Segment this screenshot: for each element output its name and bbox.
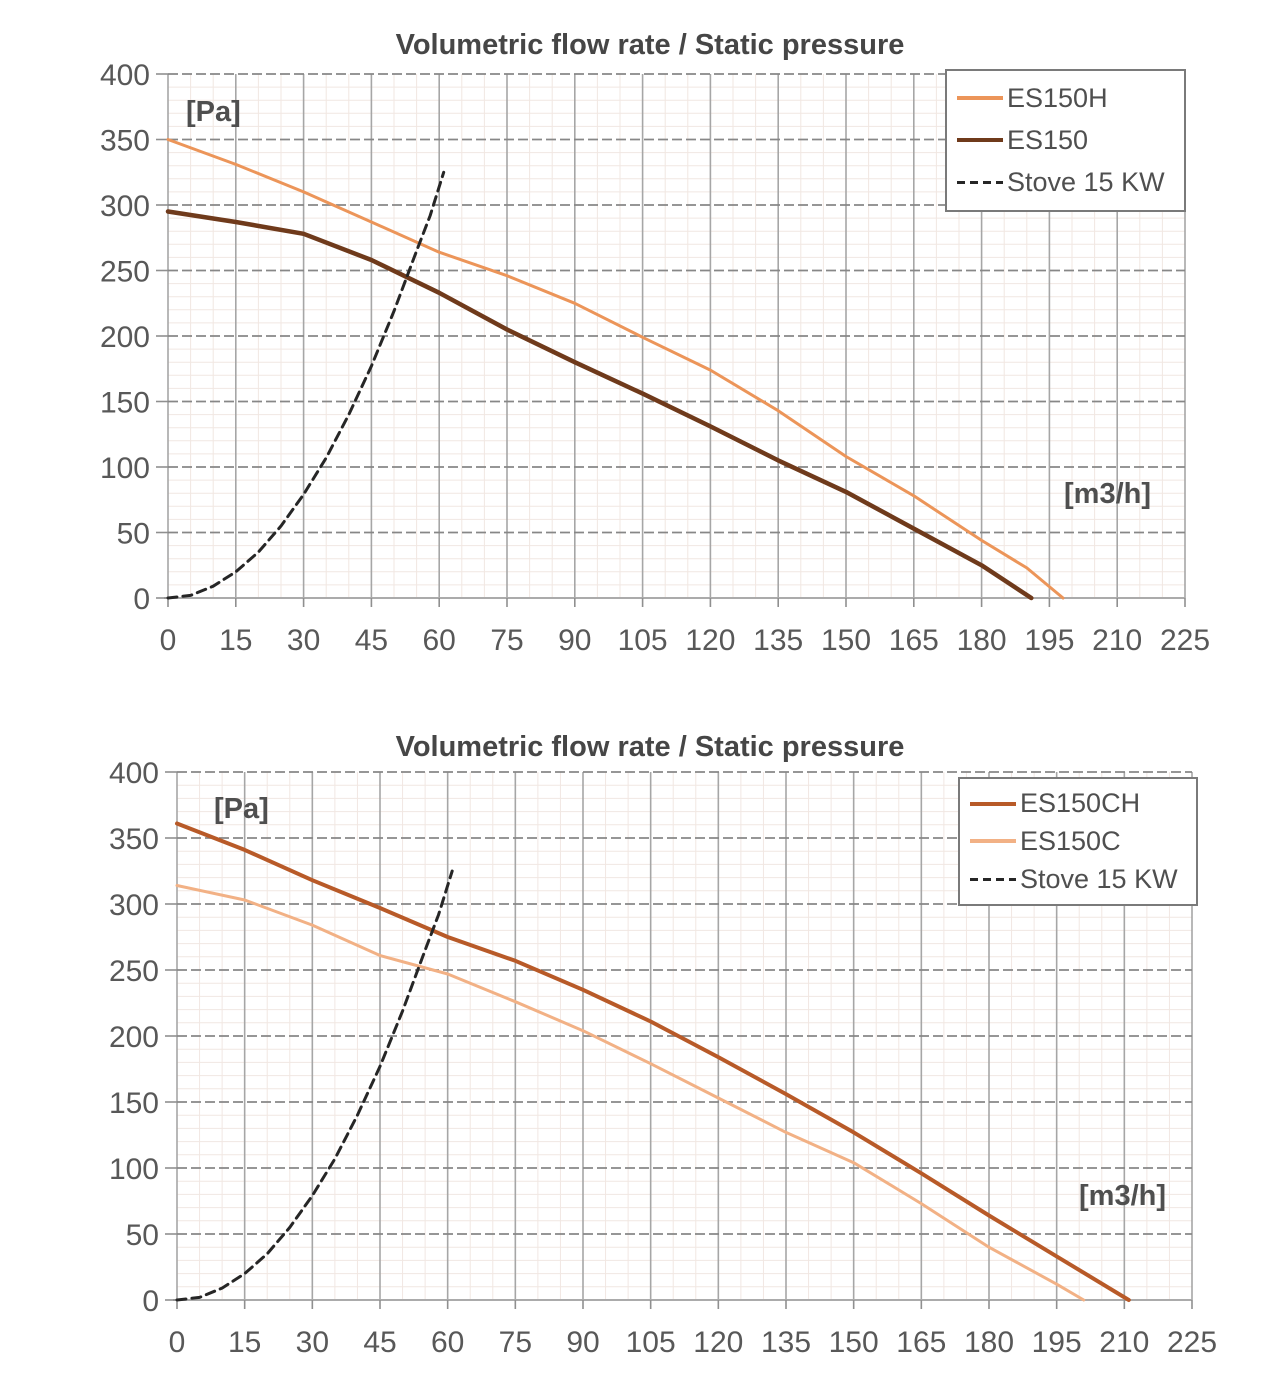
- x-tick-label: 45: [355, 624, 388, 657]
- y-axis-unit-label: [Pa]: [214, 793, 269, 825]
- legend: ES150CH ES150C Stove 15 KW: [958, 777, 1198, 906]
- y-tick-label: 350: [109, 823, 159, 856]
- x-tick-label: 105: [626, 1326, 676, 1359]
- series-es150h: [166, 138, 1065, 600]
- chart-title: Volumetric flow rate / Static pressure: [395, 731, 905, 763]
- legend-label: Stove 15 KW: [1020, 863, 1178, 894]
- series-stove-15-kw: [166, 170, 446, 600]
- legend-line-sample: [957, 138, 1003, 143]
- legend-entry-es150h: ES150H: [957, 83, 1184, 114]
- x-tick-label: 165: [889, 624, 939, 657]
- x-tick-label: 15: [228, 1326, 261, 1359]
- x-tick-label: 90: [558, 624, 591, 657]
- x-tick-label: 75: [490, 624, 523, 657]
- x-tick-label: 90: [566, 1326, 599, 1359]
- legend-label: ES150CH: [1020, 788, 1141, 819]
- y-tick-label: 250: [100, 256, 150, 289]
- legend-label: ES150: [1007, 124, 1089, 155]
- series-stove-15-kw: [175, 869, 454, 1302]
- y-tick-label: 100: [100, 452, 150, 485]
- legend-line-sample: [957, 181, 1003, 185]
- x-tick-label: 180: [964, 1326, 1014, 1359]
- x-tick-label: 195: [1024, 624, 1074, 657]
- y-tick-label: 50: [117, 518, 150, 551]
- y-tick-labels: 0 50 100 150 200 250 300 350 400: [100, 59, 150, 616]
- x-tick-label: 45: [363, 1326, 396, 1359]
- y-tick-label: 250: [109, 955, 159, 988]
- x-tick-label: 210: [1099, 1326, 1149, 1359]
- axis-ticks: [165, 771, 1193, 1309]
- x-tick-label: 135: [761, 1326, 811, 1359]
- x-axis-unit-label: [m3/h]: [1079, 1180, 1166, 1212]
- y-tick-label: 300: [109, 889, 159, 922]
- series-es150: [165, 209, 1034, 601]
- legend-entry-stove: Stove 15 KW: [957, 167, 1184, 198]
- legend-line-sample: [970, 877, 1016, 881]
- legend-entry-stove: Stove 15 KW: [970, 864, 1196, 895]
- legend-line-sample: [957, 96, 1003, 101]
- x-tick-label: 195: [1032, 1326, 1082, 1359]
- x-tick-label: 180: [957, 624, 1007, 657]
- x-tick-label: 165: [896, 1326, 946, 1359]
- legend-line-sample: [970, 839, 1016, 844]
- y-tick-label: 400: [109, 757, 159, 790]
- x-tick-label: 30: [296, 1326, 329, 1359]
- y-tick-labels: 0 50 100 150 200 250 300 350 400: [109, 757, 159, 1318]
- y-tick-label: 350: [100, 125, 150, 158]
- y-tick-label: 0: [142, 1285, 159, 1318]
- x-axis-unit-label: [m3/h]: [1064, 478, 1151, 510]
- y-tick-label: 200: [100, 321, 150, 354]
- x-tick-label: 75: [499, 1326, 532, 1359]
- legend-line-sample: [970, 801, 1016, 806]
- legend-label: Stove 15 KW: [1007, 167, 1165, 198]
- x-tick-label: 30: [287, 624, 320, 657]
- x-tick-label: 135: [753, 624, 803, 657]
- legend: ES150H ES150 Stove 15 KW: [945, 69, 1186, 212]
- x-tick-label: 0: [169, 1326, 186, 1359]
- legend-entry-es150: ES150: [957, 125, 1184, 156]
- major-grid: [173, 771, 1193, 1301]
- x-tick-label: 120: [693, 1326, 743, 1359]
- y-tick-label: 300: [100, 190, 150, 223]
- flow-pressure-chart-bottom: Volumetric flow rate / Static pressure 0…: [0, 700, 1269, 1400]
- y-tick-label: 150: [109, 1087, 159, 1120]
- flow-pressure-plot: 0 15 30 45 60 75 90 105 120 135 150 165 180 195 210 225…: [100, 59, 1210, 657]
- chart-title: Volumetric flow rate / Static pressure: [395, 29, 905, 61]
- x-tick-label: 210: [1092, 624, 1142, 657]
- flow-pressure-chart-top: Volumetric flow rate / Static pressure 0…: [100, 29, 1210, 657]
- axis-ticks: [156, 73, 1186, 607]
- series-es150c: [175, 884, 1086, 1302]
- y-axis-unit-label: [Pa]: [186, 96, 241, 128]
- y-tick-label: 400: [100, 59, 150, 92]
- y-tick-label: 200: [109, 1021, 159, 1054]
- legend-label: ES150H: [1007, 82, 1108, 113]
- y-tick-label: 50: [126, 1219, 159, 1252]
- y-tick-label: 0: [133, 583, 150, 616]
- series-es150ch: [175, 821, 1131, 1302]
- legend-entry-es150ch: ES150CH: [970, 788, 1196, 819]
- x-tick-label: 105: [618, 624, 668, 657]
- x-tick-label: 225: [1160, 624, 1210, 657]
- x-tick-label: 60: [423, 624, 456, 657]
- y-tick-label: 100: [109, 1153, 159, 1186]
- x-tick-label: 0: [160, 624, 177, 657]
- x-tick-label: 60: [431, 1326, 464, 1359]
- legend-label: ES150C: [1020, 825, 1121, 856]
- x-tick-labels: 0 15 30 45 60 75 90 105 120 135 150 165 180 195 210 225: [169, 1326, 1217, 1359]
- x-tick-label: 120: [685, 624, 735, 657]
- x-tick-label: 150: [829, 1326, 879, 1359]
- legend-entry-es150c: ES150C: [970, 826, 1196, 857]
- x-tick-label: 15: [219, 624, 252, 657]
- x-tick-label: 150: [821, 624, 871, 657]
- x-tick-labels: 0 15 30 45 60 75 90 105 120 135 150 165 180 195 210 225: [160, 624, 1210, 657]
- y-tick-label: 150: [100, 387, 150, 420]
- x-tick-label: 225: [1167, 1326, 1217, 1359]
